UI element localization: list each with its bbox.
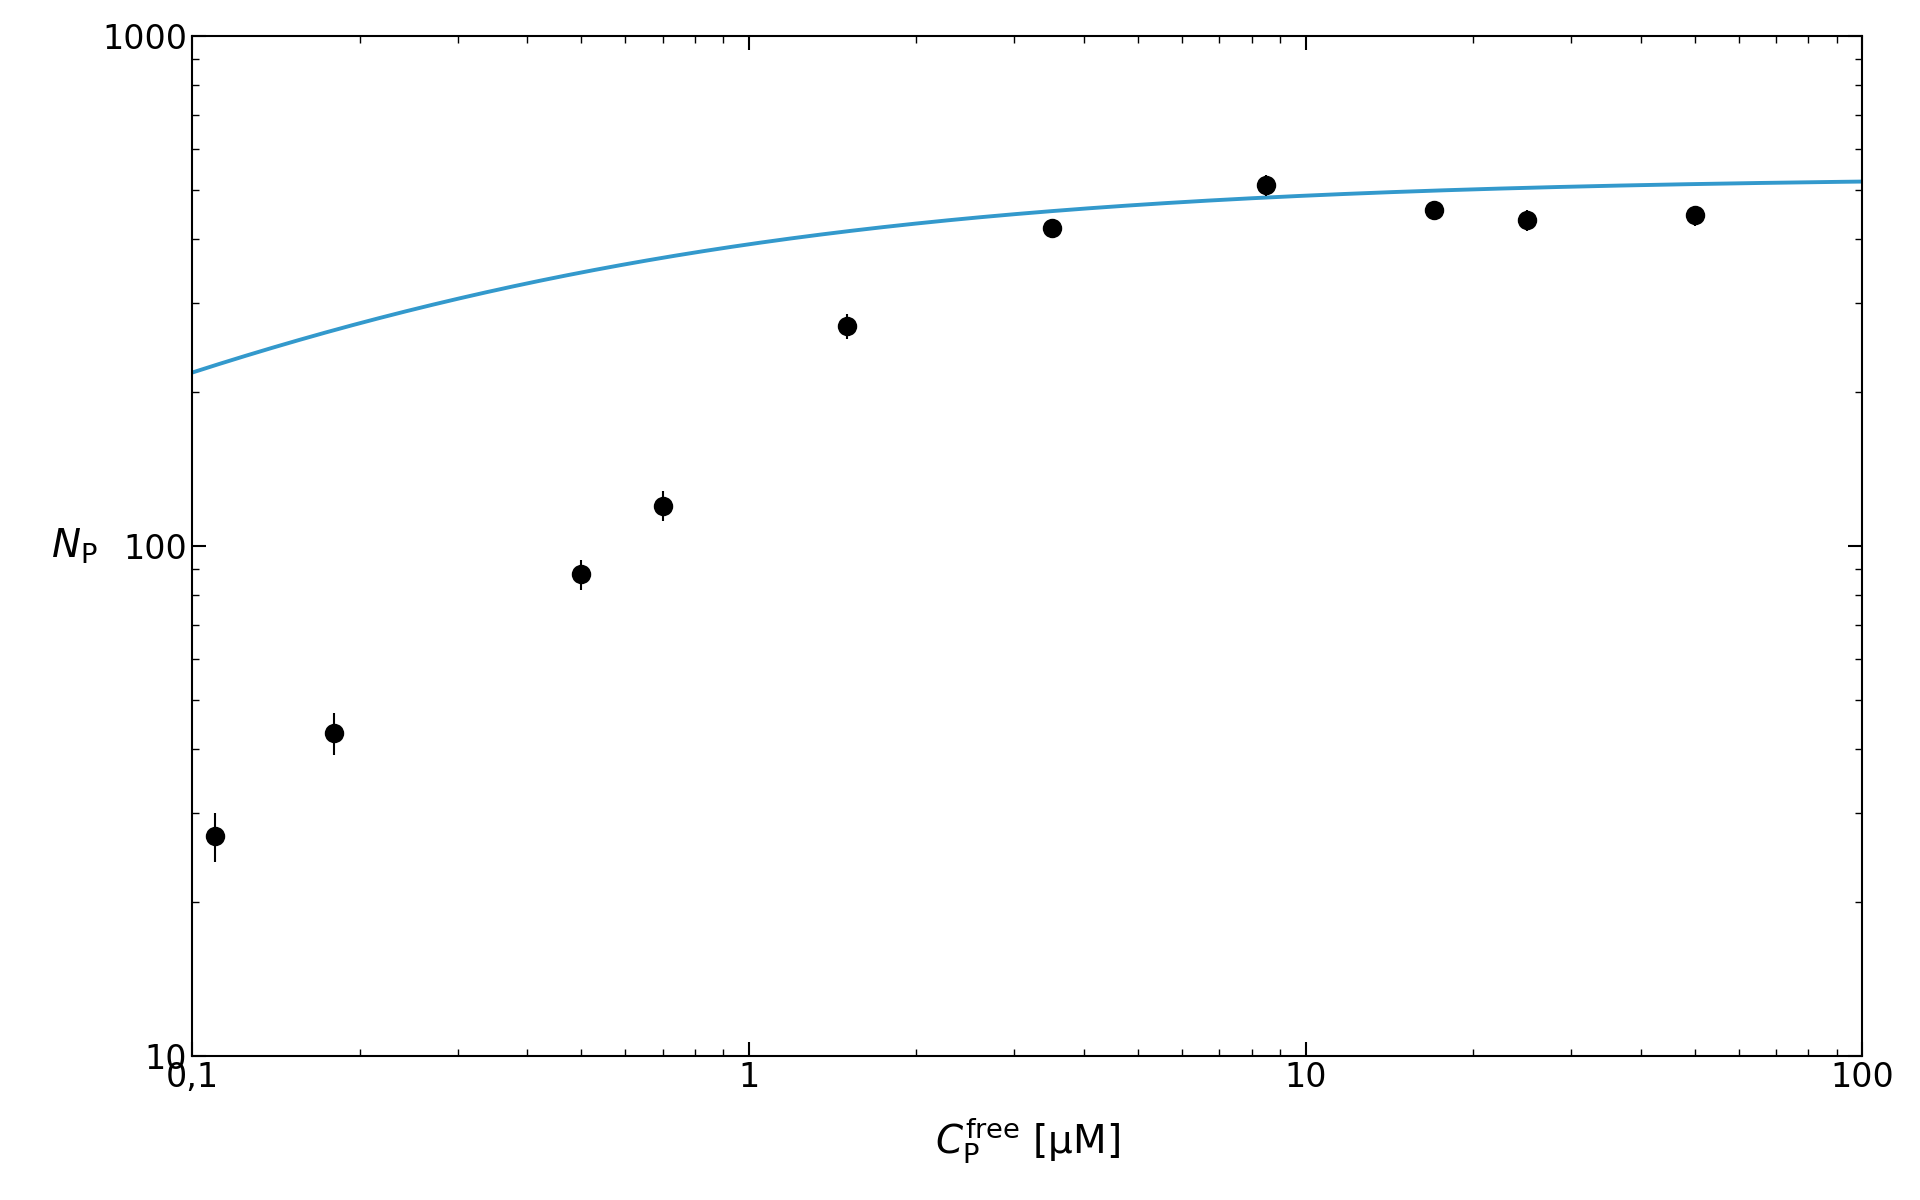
X-axis label: $C_\mathrm{P}^\mathrm{free}$ [μM]: $C_\mathrm{P}^\mathrm{free}$ [μM] (935, 1115, 1119, 1165)
Y-axis label: $\mathit{N}_\mathrm{P}$: $\mathit{N}_\mathrm{P}$ (52, 527, 98, 565)
